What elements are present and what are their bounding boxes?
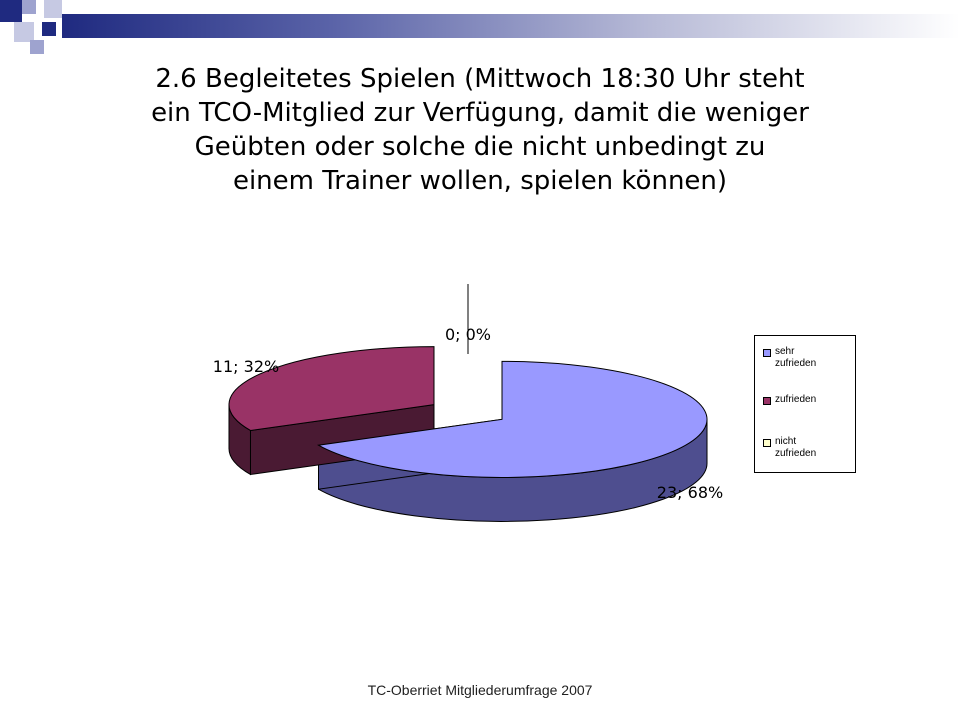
legend-swatch — [763, 349, 771, 357]
legend-item-nicht-zufrieden: nicht zufrieden — [763, 436, 837, 460]
decor-square — [0, 0, 22, 22]
pie-tops — [228, 284, 708, 478]
corner-decoration — [0, 0, 80, 60]
legend-label: zufrieden — [775, 394, 817, 405]
slide-title: 2.6 Begleitetes Spielen (Mittwoch 18:30 … — [151, 64, 809, 196]
decor-square — [44, 0, 62, 18]
legend-swatch — [763, 397, 771, 405]
legend-item-zufrieden: zufrieden — [763, 394, 837, 406]
chart-legend: sehr zufrieden zufrieden nicht zufrieden — [754, 335, 856, 473]
data-label-nicht-zufrieden: 0; 0% — [445, 325, 491, 344]
pie-slice-sehr-zufrieden — [316, 360, 708, 478]
decor-square — [14, 22, 34, 42]
header-bar — [62, 14, 960, 38]
data-label-zufrieden: 11; 32% — [213, 357, 279, 376]
decor-square — [22, 0, 36, 14]
slide-footer: TC-Oberriet Mitgliederumfrage 2007 — [367, 682, 593, 698]
legend-label: nicht zufrieden — [775, 436, 817, 459]
legend-label: sehr zufrieden — [775, 346, 817, 369]
legend-item-sehr-zufrieden: sehr zufrieden — [763, 346, 837, 370]
decor-square — [30, 40, 44, 54]
data-label-sehr-zufrieden: 23; 68% — [657, 483, 723, 502]
legend-swatch — [763, 439, 771, 447]
decor-square — [42, 22, 56, 36]
pie-slice-zufrieden — [228, 346, 435, 432]
